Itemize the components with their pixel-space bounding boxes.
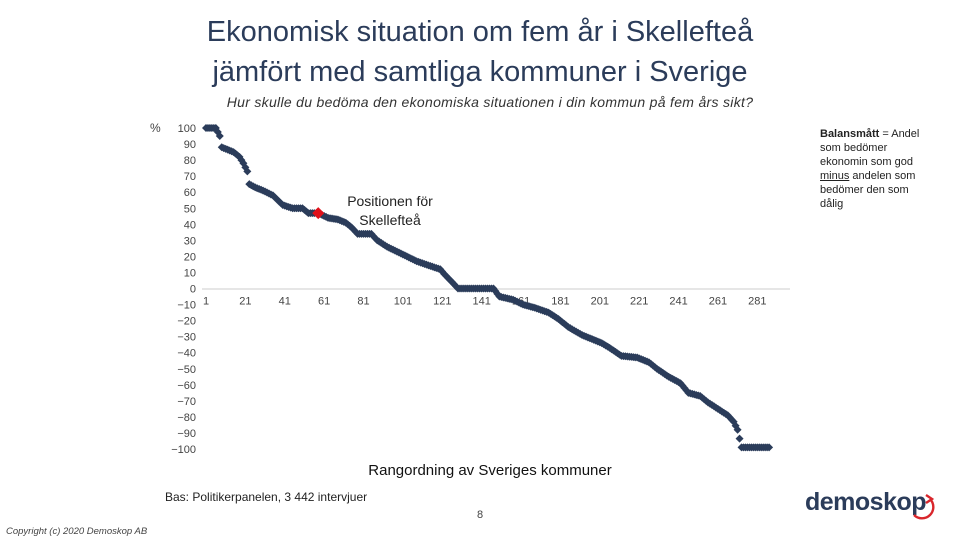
data-point xyxy=(735,434,744,443)
y-tick-label: −10 xyxy=(177,300,196,312)
logo-arc-icon xyxy=(913,494,935,520)
x-tick-label: 121 xyxy=(433,296,451,308)
x-tick-label: 181 xyxy=(551,296,569,308)
highlight-layer xyxy=(312,207,325,220)
base-text: Bas: Politikerpanelen, 3 442 intervjuer xyxy=(165,490,368,504)
x-tick-label: 21 xyxy=(239,296,251,308)
y-tick-label: −70 xyxy=(177,396,196,408)
y-tick-label: −100 xyxy=(171,444,196,456)
y-tick-label: −50 xyxy=(177,364,196,376)
x-tick-label: 41 xyxy=(279,296,291,308)
x-tick-label: 101 xyxy=(394,296,412,308)
note-part1: = Andel som bedömer ekonomin som god xyxy=(820,128,920,168)
data-point xyxy=(215,132,224,141)
x-axis-ticks: 121416181101121141161181201221241261281 xyxy=(203,296,767,308)
x-tick-label: 241 xyxy=(669,296,687,308)
page-number: 8 xyxy=(476,509,484,521)
data-point xyxy=(765,443,774,452)
x-tick-label: 281 xyxy=(748,296,766,308)
y-tick-label: 10 xyxy=(184,267,196,279)
x-tick-label: 261 xyxy=(709,296,727,308)
skelleftea-annotation: Positionen för Skellefteå xyxy=(347,193,433,228)
copyright-text: Copyright (c) 2020 Demoskop AB xyxy=(6,526,148,537)
note-part2: andelen som bedömer den som dålig xyxy=(820,170,916,210)
y-tick-label: −80 xyxy=(177,412,196,424)
x-tick-label: 81 xyxy=(357,296,369,308)
skelleftea-point xyxy=(312,207,325,220)
y-tick-label: 40 xyxy=(184,219,196,231)
y-axis-ticks: 1009080706050403020100−10−20−30−40−50−60… xyxy=(171,123,196,456)
y-tick-label: 90 xyxy=(184,139,196,151)
y-tick-label: −30 xyxy=(177,332,196,344)
y-tick-label: 70 xyxy=(184,171,196,183)
x-tick-label: 1 xyxy=(203,296,209,308)
x-tick-label: 201 xyxy=(591,296,609,308)
y-tick-label: 60 xyxy=(184,187,196,199)
data-point xyxy=(733,425,742,434)
series-points xyxy=(202,124,774,452)
y-tick-label: 100 xyxy=(178,123,196,135)
x-tick-label: 141 xyxy=(472,296,490,308)
chart-title-line2: jämfört med samtliga kommuner i Sverige xyxy=(212,56,748,88)
y-tick-label: 20 xyxy=(184,251,196,263)
y-tick-label: 0 xyxy=(190,284,196,296)
y-tick-label: 50 xyxy=(184,203,196,215)
chart-title-line1: Ekonomisk situation om fem år i Skelleft… xyxy=(206,16,754,48)
y-tick-label: −40 xyxy=(177,348,196,360)
note-bold-term: Balansmått xyxy=(820,128,880,140)
x-axis-label: Rangordning av Sveriges kommuner xyxy=(368,462,612,479)
chart-title: Ekonomisk situation om fem år i Skelleft… xyxy=(120,12,840,92)
y-tick-label: −90 xyxy=(177,428,196,440)
x-tick-label: 221 xyxy=(630,296,648,308)
x-tick-label: 61 xyxy=(318,296,330,308)
y-tick-label: 30 xyxy=(184,235,196,247)
y-tick-label: −20 xyxy=(177,316,196,328)
note-underlined: minus xyxy=(820,170,850,182)
y-tick-label: −60 xyxy=(177,380,196,392)
data-point xyxy=(243,167,252,176)
y-axis-label: % xyxy=(150,121,161,135)
demoskop-logo: demoskop xyxy=(805,488,927,516)
y-tick-label: 80 xyxy=(184,155,196,167)
chart-subtitle: Hur skulle du bedöma den ekonomiska situ… xyxy=(226,94,754,110)
balance-measure-note: Balansmått = Andel som bedömer ekonomin … xyxy=(820,127,932,211)
